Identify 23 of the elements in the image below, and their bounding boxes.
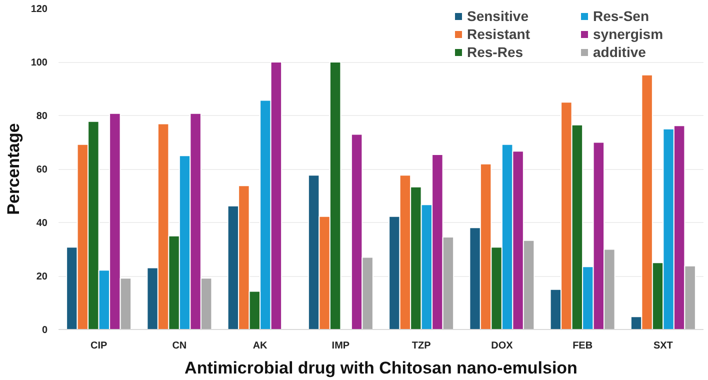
x-tick-label: CN (172, 340, 187, 352)
y-tick-label: 40 (36, 218, 48, 229)
legend-label: Resistant (467, 26, 532, 42)
legend-label: synergism (593, 26, 664, 42)
x-tick-label: IMP (332, 340, 350, 352)
y-tick-label: 80 (36, 111, 48, 122)
x-tick-label: TZP (412, 340, 432, 352)
legend-label: Sensitive (467, 8, 530, 24)
x-tick-label: FEB (572, 340, 593, 352)
y-axis-title: Percentage (4, 123, 23, 215)
legend-label: Res-Res (467, 44, 524, 60)
legend-label: additive (593, 44, 647, 60)
y-tick-label: 100 (30, 58, 48, 68)
x-tick-label: CIP (90, 340, 108, 352)
y-tick-label: 60 (36, 164, 48, 176)
y-tick-label: 120 (30, 4, 48, 15)
x-tick-label: SXT (653, 340, 673, 352)
x-tick-label: DOX (491, 340, 514, 352)
legend-label: Res-Sen (593, 8, 650, 24)
x-axis-title: Antimicrobial drug with Chitosan nano-emulsion (184, 358, 578, 378)
x-tick-label: AK (252, 340, 268, 352)
y-tick-label: 0 (42, 325, 48, 336)
y-tick-label: 20 (36, 272, 48, 282)
